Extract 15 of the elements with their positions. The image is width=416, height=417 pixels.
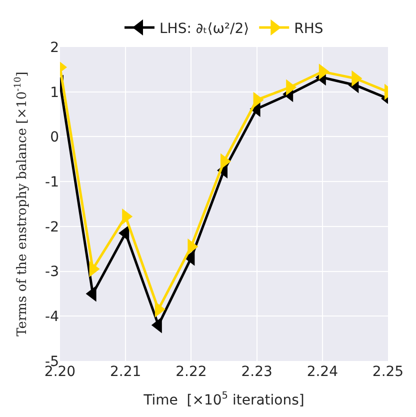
- x-tick-label: 2.25: [372, 364, 404, 380]
- y-tick-label: 2: [50, 40, 59, 56]
- y-tick-label: 1: [50, 84, 59, 101]
- y-tick-label: -3: [45, 264, 59, 280]
- x-axis-title: Time [×10$^{5}$ iterations]: [142, 390, 304, 408]
- legend-label: RHS: [294, 20, 324, 37]
- x-tick-label: 2.21: [110, 364, 142, 380]
- x-tick-label: 2.22: [176, 364, 207, 380]
- legend-label: LHS: ∂ₜ⟨ω²/2⟩: [160, 20, 250, 37]
- x-tick-label: 2.23: [241, 364, 272, 380]
- y-tick-label: -4: [45, 309, 60, 326]
- x-tick-label: 2.24: [306, 364, 338, 380]
- y-tick-label: -2: [45, 219, 59, 236]
- y-tick-label: -1: [45, 174, 59, 190]
- y-tick-label: 0: [50, 130, 59, 146]
